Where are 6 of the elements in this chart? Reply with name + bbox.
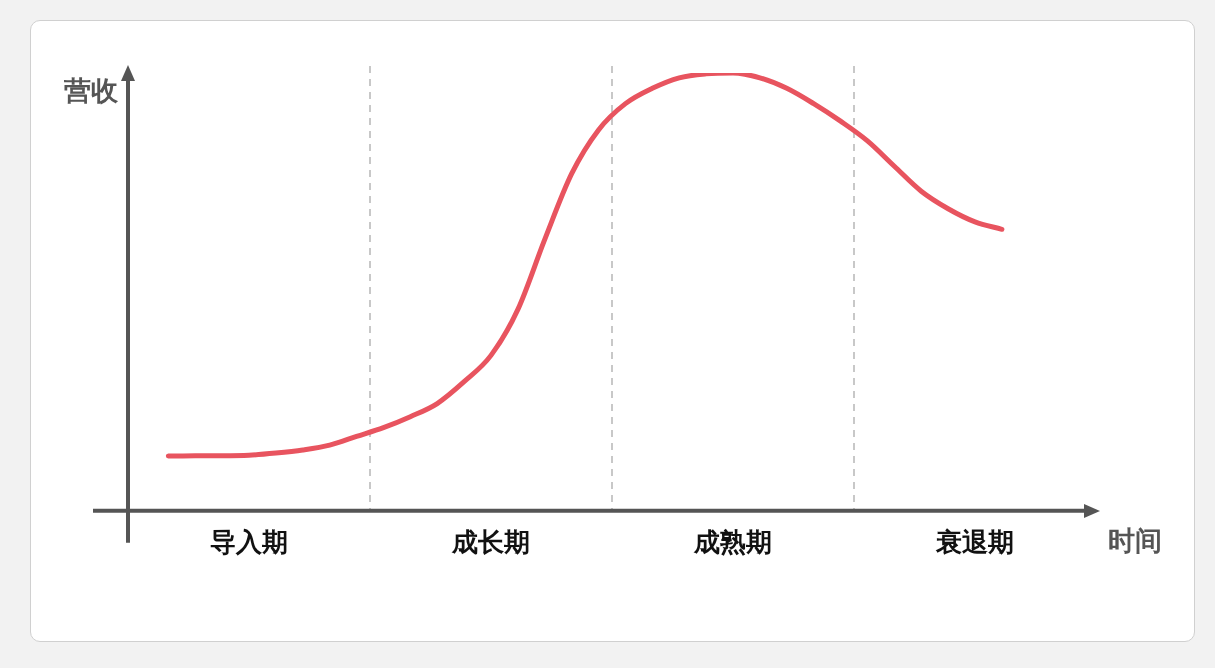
x-tick-label: 衰退期 xyxy=(935,527,1014,558)
x-axis-title: 时间 xyxy=(1108,524,1162,556)
x-tick-label: 成熟期 xyxy=(693,527,772,558)
x-tick-label: 导入期 xyxy=(210,527,288,558)
y-axis-title: 营收 xyxy=(63,75,119,107)
x-tick-label: 成长期 xyxy=(451,527,530,558)
